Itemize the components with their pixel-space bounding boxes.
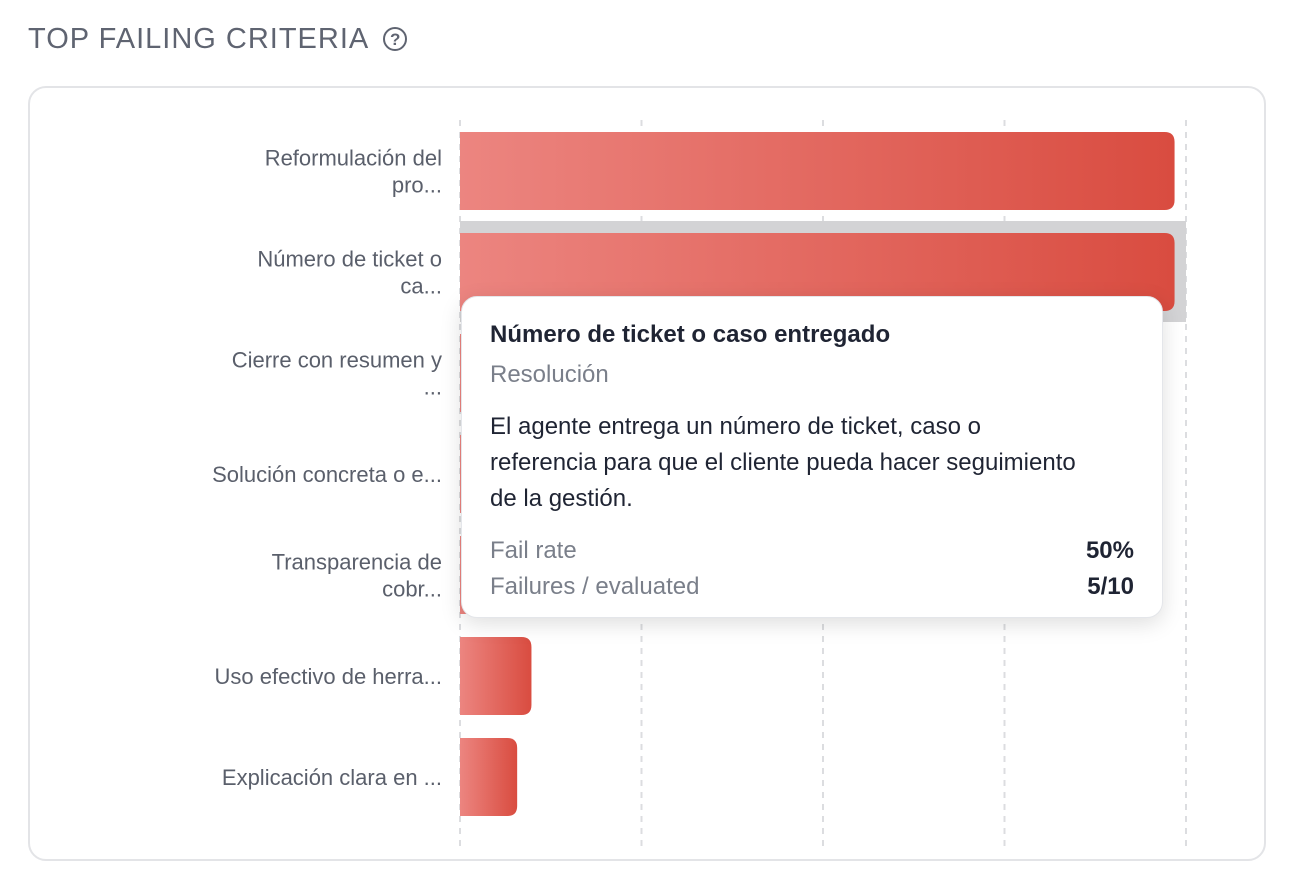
tooltip-category: Resolución [490,361,609,388]
tooltip-fail-rate-row: Fail rate 50% [490,533,1134,569]
tooltip-description: El agente entrega un número de ticket, c… [490,413,1076,512]
tooltip-title: Número de ticket o caso entregado [490,321,891,348]
bar-tooltip: Número de ticket o caso entregado Resolu… [461,296,1163,618]
bar[interactable] [460,233,1175,311]
category-label: Cierre con resumen y... [232,348,442,400]
fail-rate-label: Fail rate [490,537,577,564]
tooltip-failures-row: Failures / evaluated 5/10 [490,569,1134,605]
failures-value: 5/10 [1087,573,1134,600]
category-label: Explicación clara en ... [222,765,442,790]
failures-label: Failures / evaluated [490,573,700,600]
question-circle-icon[interactable]: ? [383,27,408,51]
bar[interactable] [460,738,518,816]
section-header: TOP FAILING CRITERIA ? [28,18,408,60]
bar[interactable] [460,637,532,715]
category-label: Número de ticket o ca... [257,247,442,299]
category-label: Transparencia de cobr... [272,550,442,602]
section-title: TOP FAILING CRITERIA [28,22,370,55]
category-label: Reformulación del pro... [265,146,442,198]
category-labels: Reformulación del pro... Número de ticket … [212,146,442,791]
fail-rate-value: 50% [1085,537,1134,564]
category-label: Solución concreta o e... [212,462,442,487]
bar[interactable] [460,132,1175,210]
category-label: Uso efectivo de herra... [215,664,442,689]
